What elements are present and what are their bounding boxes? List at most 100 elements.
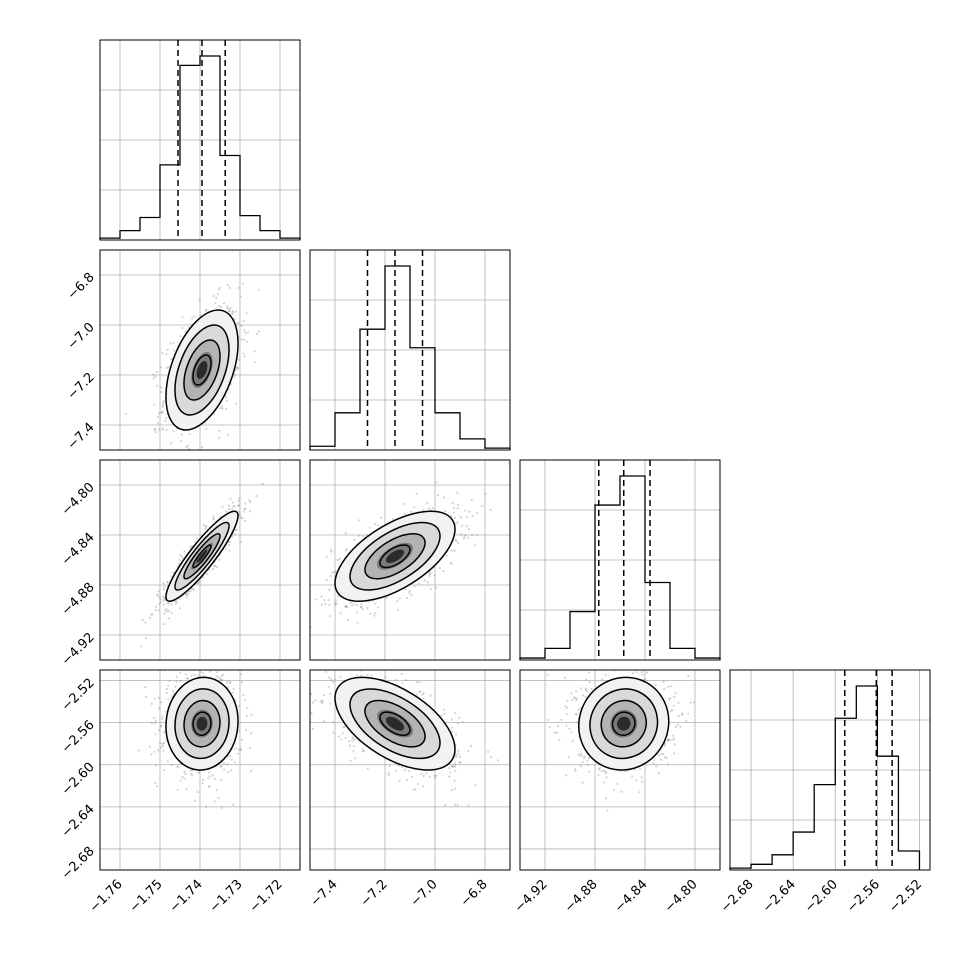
sample-point: [666, 763, 670, 766]
sample-point: [161, 742, 164, 745]
sample-point: [244, 502, 247, 505]
sample-point: [641, 663, 643, 665]
sample-point: [152, 373, 155, 376]
sample-point: [360, 606, 363, 609]
sample-point: [170, 442, 173, 445]
sample-point: [166, 610, 169, 613]
sample-point: [403, 502, 406, 505]
sample-point: [214, 296, 218, 300]
sample-point: [373, 522, 377, 526]
panel-frame: [99, 459, 301, 661]
sample-point: [204, 309, 207, 312]
sample-point: [226, 763, 229, 766]
sample-point: [314, 699, 317, 702]
sample-point: [242, 319, 245, 323]
sample-point: [320, 603, 323, 606]
sample-point: [456, 804, 459, 807]
sample-point: [124, 412, 127, 416]
sample-point: [163, 586, 166, 589]
sample-point: [156, 422, 159, 425]
sample-point: [213, 564, 217, 568]
sample-point: [208, 658, 210, 660]
sample-point: [408, 589, 411, 593]
sample-point: [329, 692, 332, 695]
sample-point: [243, 355, 246, 358]
sample-point: [246, 340, 249, 343]
sample-point: [153, 716, 156, 720]
sample-point: [348, 740, 351, 743]
sample-point: [574, 713, 578, 716]
sample-point: [353, 738, 356, 741]
sample-point: [201, 778, 204, 781]
sample-point: [184, 673, 187, 676]
sample-point: [237, 748, 240, 751]
sample-point: [584, 687, 587, 690]
sample-point: [159, 725, 162, 728]
sample-point: [157, 729, 161, 732]
sample-point: [162, 731, 166, 734]
sample-point: [414, 788, 417, 791]
sample-point: [255, 332, 259, 336]
contour-line: [334, 676, 456, 771]
sample-point: [417, 582, 420, 585]
sample-point: [640, 641, 642, 643]
sample-point: [334, 603, 337, 607]
sample-point: [396, 608, 399, 611]
sample-point: [178, 671, 182, 674]
sample-point: [237, 666, 239, 668]
sample-point: [672, 704, 676, 707]
panel-content: [310, 460, 510, 660]
sample-point: [351, 739, 354, 742]
sample-point: [422, 509, 425, 512]
sample-point: [172, 430, 175, 433]
sample-point: [247, 331, 250, 334]
sample-point: [387, 773, 390, 777]
sample-point: [230, 758, 233, 761]
sample-point: [183, 777, 186, 780]
grid-lines: [100, 40, 300, 240]
sample-point: [184, 651, 186, 653]
sample-point: [418, 680, 421, 684]
sample-point: [328, 603, 331, 606]
sample-point: [196, 790, 199, 794]
sample-point: [231, 691, 234, 694]
panel-frame: [309, 249, 511, 451]
sample-point: [459, 516, 463, 519]
sample-point: [155, 605, 158, 608]
sample-point: [344, 549, 347, 552]
sample-point: [144, 637, 148, 640]
sample-point: [344, 605, 347, 608]
sample-point: [323, 599, 326, 602]
sample-point: [670, 709, 673, 712]
sample-point: [156, 384, 159, 388]
sample-point: [486, 750, 490, 754]
sample-point: [167, 697, 170, 701]
sample-point: [345, 605, 348, 609]
sample-point: [202, 523, 205, 526]
sample-point: [233, 376, 236, 379]
density-shade: [385, 549, 404, 563]
sample-point: [410, 594, 413, 597]
sample-point: [302, 677, 304, 679]
sample-point: [175, 675, 178, 678]
sample-point: [415, 693, 419, 696]
sample-point: [455, 733, 458, 736]
sample-point: [207, 785, 211, 788]
sample-point: [344, 532, 347, 535]
panel-frame: [99, 249, 301, 451]
sample-point: [641, 673, 644, 676]
sample-point: [159, 366, 162, 369]
sample-point: [198, 581, 201, 584]
sample-point: [672, 738, 675, 741]
sample-point: [585, 678, 588, 681]
sample-point: [233, 533, 236, 536]
sample-point: [229, 307, 232, 310]
sample-point: [159, 598, 162, 601]
sample-point: [451, 501, 454, 505]
sample-point: [464, 534, 467, 537]
sample-point: [237, 321, 240, 324]
sample-point: [680, 713, 684, 716]
sample-point: [183, 770, 186, 773]
sample-point: [204, 805, 207, 808]
sample-point: [436, 494, 439, 497]
